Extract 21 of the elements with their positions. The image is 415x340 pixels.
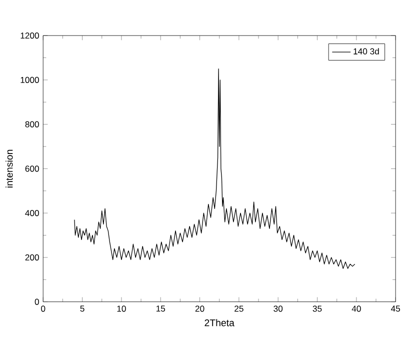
- x-tick-label: 40: [352, 306, 361, 312]
- x-tick-label: 35: [312, 306, 322, 312]
- x-tick-label: 10: [117, 306, 126, 312]
- y-tick-label: 400: [25, 210, 39, 216]
- x-tick-label: 25: [234, 306, 244, 312]
- y-tick-label: 0: [34, 298, 39, 306]
- x-tick-label: 30: [274, 306, 283, 312]
- y-tick-label: 600: [25, 166, 39, 172]
- y-tick-label: 1200: [20, 32, 39, 39]
- x-tick-label: 0: [41, 306, 46, 312]
- x-tick-label: 45: [390, 306, 400, 312]
- x-tick-label: 15: [156, 306, 166, 312]
- line-series: [74, 68, 356, 270]
- y-tick-label: 1000: [20, 77, 39, 84]
- x-tick-label: 5: [80, 306, 84, 312]
- x-axis-title: 2Theta: [204, 319, 234, 326]
- y-axis-title: intension: [6, 150, 13, 188]
- y-tick-label: 200: [25, 254, 39, 261]
- x-tick-label: 20: [195, 306, 204, 312]
- legend-label: 140 3d: [354, 48, 379, 55]
- y-tick-label: 800: [25, 121, 39, 128]
